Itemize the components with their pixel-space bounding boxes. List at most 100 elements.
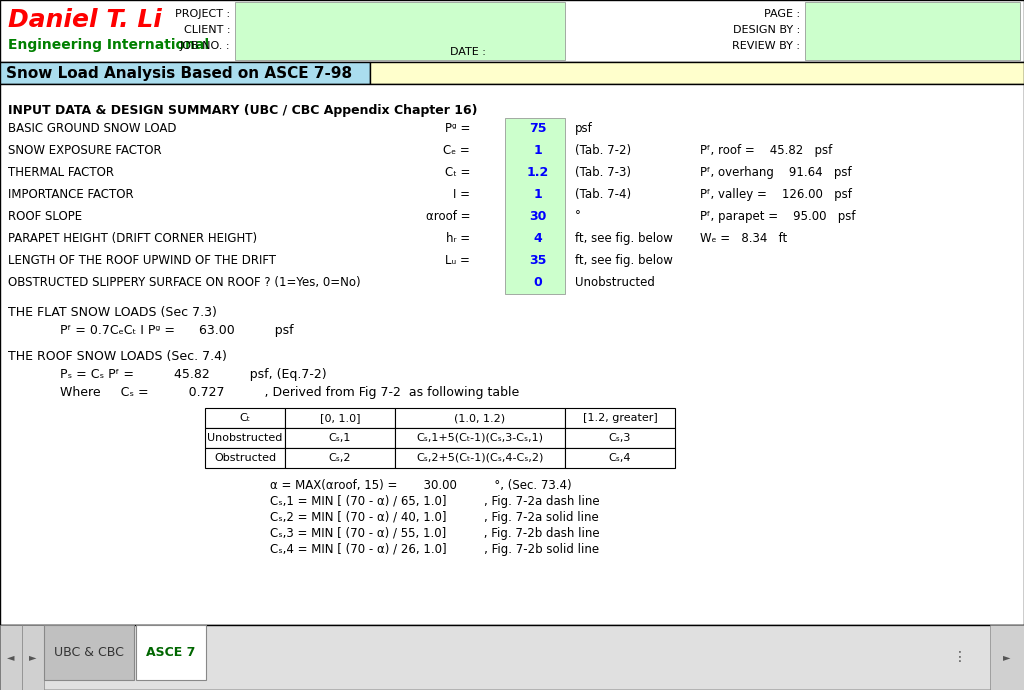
Bar xyxy=(285,408,395,428)
Text: Cₛ,2 = MIN [ (70 - α) / 40, 1.0]          , Fig. 7-2a solid line: Cₛ,2 = MIN [ (70 - α) / 40, 1.0] , Fig. … xyxy=(270,511,599,524)
Text: Cₛ,1+5(Cₜ-1)(Cₛ,3-Cₛ,1): Cₛ,1+5(Cₜ-1)(Cₛ,3-Cₛ,1) xyxy=(417,433,544,443)
Text: Cₛ,3: Cₛ,3 xyxy=(609,433,631,443)
Text: IMPORTANCE FACTOR: IMPORTANCE FACTOR xyxy=(8,188,133,201)
Text: THE ROOF SNOW LOADS (Sec. 7.4): THE ROOF SNOW LOADS (Sec. 7.4) xyxy=(8,350,227,362)
Text: Cₛ,3 = MIN [ (70 - α) / 55, 1.0]          , Fig. 7-2b dash line: Cₛ,3 = MIN [ (70 - α) / 55, 1.0] , Fig. … xyxy=(270,527,600,540)
Bar xyxy=(44,625,134,680)
Text: [1.2, greater]: [1.2, greater] xyxy=(583,413,657,423)
Text: Cₛ,1 = MIN [ (70 - α) / 65, 1.0]          , Fig. 7-2a dash line: Cₛ,1 = MIN [ (70 - α) / 65, 1.0] , Fig. … xyxy=(270,495,600,509)
Text: Daniel T. Li: Daniel T. Li xyxy=(8,8,162,32)
Text: 0: 0 xyxy=(534,275,542,288)
Text: Cₜ =: Cₜ = xyxy=(444,166,470,179)
Bar xyxy=(0,84,1024,625)
Text: THE FLAT SNOW LOADS (Sec 7.3): THE FLAT SNOW LOADS (Sec 7.3) xyxy=(8,306,217,319)
Bar xyxy=(0,62,370,84)
Text: hᵣ =: hᵣ = xyxy=(445,232,470,244)
Bar xyxy=(234,2,565,60)
Bar xyxy=(565,448,675,468)
Text: Cₛ,4 = MIN [ (70 - α) / 26, 1.0]          , Fig. 7-2b solid line: Cₛ,4 = MIN [ (70 - α) / 26, 1.0] , Fig. … xyxy=(270,544,599,557)
Text: Pₛ = Cₛ Pᶠ =          45.82          psf, (Eq.7-2): Pₛ = Cₛ Pᶠ = 45.82 psf, (Eq.7-2) xyxy=(60,368,327,380)
Bar xyxy=(0,625,1024,690)
Bar xyxy=(205,428,285,448)
Text: CLIENT :: CLIENT : xyxy=(183,25,230,35)
Text: Unobstructed: Unobstructed xyxy=(575,275,655,288)
Bar xyxy=(285,428,395,448)
Text: Cₜ: Cₜ xyxy=(240,413,251,423)
Text: UBC & CBC: UBC & CBC xyxy=(54,646,124,659)
Text: Pᶠ, valley =    126.00   psf: Pᶠ, valley = 126.00 psf xyxy=(700,188,852,201)
Text: °: ° xyxy=(575,210,581,222)
Bar xyxy=(505,118,565,294)
Text: Lᵤ =: Lᵤ = xyxy=(445,253,470,266)
Bar xyxy=(565,428,675,448)
Text: DATE :: DATE : xyxy=(450,47,485,57)
Text: PAGE :: PAGE : xyxy=(764,9,800,19)
Bar xyxy=(990,625,1024,690)
Text: ft, see fig. below: ft, see fig. below xyxy=(575,253,673,266)
Text: Pᶠ, roof =    45.82   psf: Pᶠ, roof = 45.82 psf xyxy=(700,144,833,157)
Text: Pᶠ, parapet =    95.00   psf: Pᶠ, parapet = 95.00 psf xyxy=(700,210,855,222)
Text: [0, 1.0]: [0, 1.0] xyxy=(319,413,360,423)
Text: 4: 4 xyxy=(534,232,542,244)
Text: Pᶠ = 0.7CₑCₜ I Pᵍ =      63.00          psf: Pᶠ = 0.7CₑCₜ I Pᵍ = 63.00 psf xyxy=(60,324,294,337)
Text: Cₛ,4: Cₛ,4 xyxy=(608,453,631,463)
Text: ◄: ◄ xyxy=(7,653,14,662)
Text: ASCE 7: ASCE 7 xyxy=(146,646,196,659)
Text: Pᵍ =: Pᵍ = xyxy=(444,121,470,135)
Text: psf: psf xyxy=(575,121,593,135)
Text: Unobstructed: Unobstructed xyxy=(207,433,283,443)
Bar xyxy=(395,448,565,468)
Text: (Tab. 7-2): (Tab. 7-2) xyxy=(575,144,631,157)
Text: Obstructed: Obstructed xyxy=(214,453,276,463)
Bar xyxy=(395,428,565,448)
Text: BASIC GROUND SNOW LOAD: BASIC GROUND SNOW LOAD xyxy=(8,121,176,135)
Text: I =: I = xyxy=(453,188,470,201)
Text: Cₛ,2+5(Cₜ-1)(Cₛ,4-Cₛ,2): Cₛ,2+5(Cₜ-1)(Cₛ,4-Cₛ,2) xyxy=(417,453,544,463)
Text: 75: 75 xyxy=(528,121,546,135)
Text: Wₑ =   8.34   ft: Wₑ = 8.34 ft xyxy=(700,232,787,244)
Text: Cₛ,2: Cₛ,2 xyxy=(329,453,351,463)
Text: 1.2: 1.2 xyxy=(526,166,549,179)
Bar xyxy=(22,625,44,690)
Text: THERMAL FACTOR: THERMAL FACTOR xyxy=(8,166,114,179)
Text: ⋮: ⋮ xyxy=(953,651,967,664)
Bar xyxy=(0,0,1024,62)
Text: Where     Cₛ =          0.727          , Derived from Fig 7-2  as following tabl: Where Cₛ = 0.727 , Derived from Fig 7-2 … xyxy=(60,386,519,399)
Text: 30: 30 xyxy=(528,210,546,222)
Text: PARAPET HEIGHT (DRIFT CORNER HEIGHT): PARAPET HEIGHT (DRIFT CORNER HEIGHT) xyxy=(8,232,257,244)
Text: Pᶠ, overhang    91.64   psf: Pᶠ, overhang 91.64 psf xyxy=(700,166,852,179)
Text: 1: 1 xyxy=(534,188,542,201)
Text: ft, see fig. below: ft, see fig. below xyxy=(575,232,673,244)
Bar xyxy=(205,448,285,468)
Text: αroof =: αroof = xyxy=(426,210,470,222)
Text: 1: 1 xyxy=(534,144,542,157)
Text: ROOF SLOPE: ROOF SLOPE xyxy=(8,210,82,222)
Text: SNOW EXPOSURE FACTOR: SNOW EXPOSURE FACTOR xyxy=(8,144,162,157)
Text: Engineering International: Engineering International xyxy=(8,38,209,52)
Text: INPUT DATA & DESIGN SUMMARY (UBC / CBC Appendix Chapter 16): INPUT DATA & DESIGN SUMMARY (UBC / CBC A… xyxy=(8,104,477,117)
Text: Cₛ,1: Cₛ,1 xyxy=(329,433,351,443)
Bar xyxy=(136,625,206,680)
Text: Snow Load Analysis Based on ASCE 7-98: Snow Load Analysis Based on ASCE 7-98 xyxy=(6,66,352,81)
Text: PROJECT :: PROJECT : xyxy=(175,9,230,19)
Text: ►: ► xyxy=(30,653,37,662)
Text: (Tab. 7-3): (Tab. 7-3) xyxy=(575,166,631,179)
Text: α = MAX(αroof, 15) =       30.00          °, (Sec. 73.4): α = MAX(αroof, 15) = 30.00 °, (Sec. 73.4… xyxy=(270,480,571,493)
Bar xyxy=(395,408,565,428)
Text: 35: 35 xyxy=(528,253,546,266)
Text: LENGTH OF THE ROOF UPWIND OF THE DRIFT: LENGTH OF THE ROOF UPWIND OF THE DRIFT xyxy=(8,253,276,266)
Bar xyxy=(565,408,675,428)
Bar xyxy=(205,408,285,428)
Bar xyxy=(805,2,1020,60)
Bar xyxy=(2,2,212,60)
Text: JOB NO. :: JOB NO. : xyxy=(179,41,230,51)
Text: OBSTRUCTED SLIPPERY SURFACE ON ROOF ? (1=Yes, 0=No): OBSTRUCTED SLIPPERY SURFACE ON ROOF ? (1… xyxy=(8,275,360,288)
Text: REVIEW BY :: REVIEW BY : xyxy=(732,41,800,51)
Bar xyxy=(370,62,1024,84)
Text: (Tab. 7-4): (Tab. 7-4) xyxy=(575,188,631,201)
Text: (1.0, 1.2): (1.0, 1.2) xyxy=(455,413,506,423)
Text: Cₑ =: Cₑ = xyxy=(443,144,470,157)
Text: DESIGN BY :: DESIGN BY : xyxy=(733,25,800,35)
Bar xyxy=(0,625,22,690)
Text: ►: ► xyxy=(1004,653,1011,662)
